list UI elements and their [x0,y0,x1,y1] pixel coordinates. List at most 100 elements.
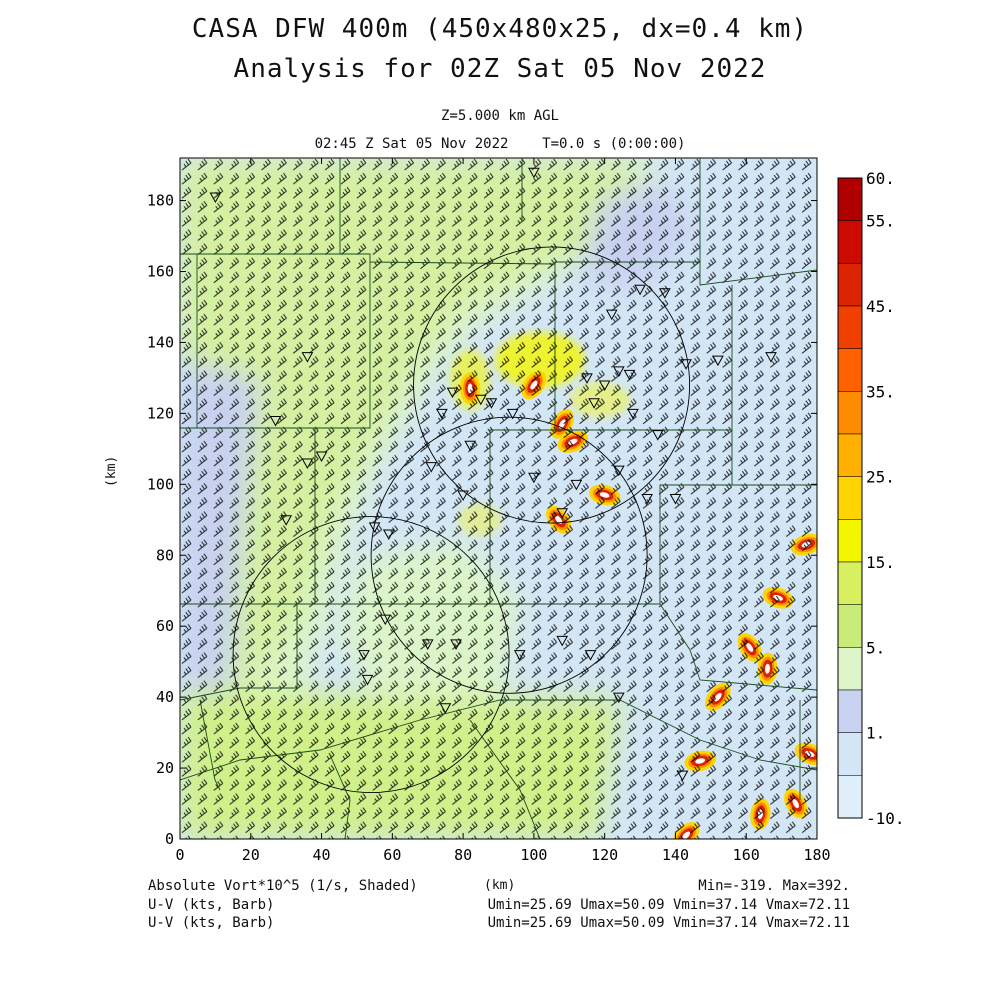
radar-range-ring [413,246,691,524]
radar-marker [641,494,653,505]
x-tick-label: 140 [662,846,689,864]
x-tick-label: 80 [454,846,472,864]
x-axis-label: (km) [484,878,516,893]
colorbar-label: 60. [866,169,895,188]
colorbar-bin [837,263,863,307]
radar-marker [658,288,671,299]
y-tick-label: 180 [147,192,174,210]
radar-marker [301,352,314,363]
colorbar-label: 5. [866,638,885,657]
radar-range-ring [370,416,648,694]
radar-marker [712,355,724,367]
radar-marker [669,494,682,505]
y-tick-label: 40 [156,688,174,706]
colorbar-bin [837,348,863,392]
colorbar-bin [837,732,863,776]
time-subtitle: 02:45 Z Sat 05 Nov 2022 T=0.0 s (0:00:00… [314,136,686,152]
colorbar-label: 55. [866,212,895,231]
radar-marker [765,352,777,363]
radar-marker [570,479,583,491]
colorbar-bin [837,689,863,733]
x-tick-label: 160 [733,846,760,864]
radar-marker [612,366,625,377]
colorbar-label: 25. [866,468,895,487]
radar-marker [556,508,569,519]
y-tick-label: 100 [147,475,174,493]
radar-marker [269,415,282,427]
colorbar-bin [837,647,863,691]
colorbar-label: 35. [866,382,895,401]
colorbar-bin [837,177,863,221]
chart-title-line1: CASA DFW 400m (450x480x25, dx=0.4 km) [191,14,809,44]
shaded-field-label: Absolute Vort*10^5 (1/s, Shaded) [148,878,418,894]
colorbar-bin [837,305,863,349]
radar-marker [627,408,639,420]
colorbar-bin [837,519,863,563]
x-tick-label: 0 [175,846,184,864]
radar-marker [301,458,314,470]
y-tick-label: 140 [147,333,174,351]
radar-marker [439,703,452,714]
radar-marker [315,451,328,462]
colorbar-bin [837,391,863,435]
colorbar-bin [837,476,863,520]
shaded-field [180,158,817,839]
level-subtitle: Z=5.000 km AGL [440,108,559,124]
radar-marker [598,380,611,392]
y-tick-label: 120 [147,404,174,422]
y-tick-label: 60 [156,617,174,635]
radar-marker [209,192,222,204]
x-tick-label: 100 [520,846,547,864]
radar-range-ring [232,516,510,794]
radar-marker [436,408,448,420]
barb-label-2: U-V (kts, Barb) [148,915,275,931]
county-boundaries [180,158,817,839]
minmax-readout: Min=-319. Max=392. [698,878,850,894]
radar-marker [584,650,597,661]
colorbar-bin [837,561,863,605]
radar-range-rings [232,246,691,794]
barb-label-1: U-V (kts, Barb) [148,897,275,913]
y-axis-label: (km) [104,455,119,487]
radar-markers [209,167,777,782]
radar-marker [612,465,625,477]
colorbar-label: 45. [866,297,895,316]
x-tick-label: 180 [803,846,830,864]
radar-marker [623,369,636,381]
colorbar-label: -10. [866,809,905,828]
radar-marker [680,359,692,370]
uv-range-readout-1: Umin=25.69 Umax=50.09 Vmin=37.14 Vmax=72… [487,897,850,913]
radar-marker [421,639,434,650]
radar-marker [368,522,381,533]
radar-marker [361,674,374,686]
x-axis: 0 20 40 60 80 100 120 140 160 180 [175,158,831,864]
x-tick-label: 60 [383,846,401,864]
radar-marker [528,472,540,484]
colorbar-label: 1. [866,724,885,743]
radar-marker [605,309,618,321]
radar-marker [474,394,487,406]
colorbar: 60. 55. 45. 35. 25. 15. 5. 1. -10. [837,169,905,828]
x-tick-label: 20 [242,846,260,864]
colorbar-bin [837,604,863,648]
y-axis: 0 20 40 60 80 100 120 140 160 180 [147,192,817,848]
y-tick-label: 0 [165,830,174,848]
colorbar-bin [837,433,863,477]
radar-marker [280,515,293,526]
x-tick-label: 120 [591,846,618,864]
chart-title-line2: Analysis for 02Z Sat 05 Nov 2022 [233,54,767,84]
x-tick-label: 40 [313,846,331,864]
colorbar-bin [837,775,863,819]
radar-marker [581,373,593,384]
radar-marker [464,440,477,452]
radar-marker [634,284,646,296]
uv-range-readout-2: Umin=25.69 Umax=50.09 Vmin=37.14 Vmax=72… [487,915,850,931]
radar-marker [588,398,600,409]
radar-marker [450,639,462,650]
radar-marker [676,770,689,782]
radar-marker [358,650,370,661]
radar-marker [446,387,459,399]
radar-marker [379,614,392,626]
radar-marker [425,462,438,473]
